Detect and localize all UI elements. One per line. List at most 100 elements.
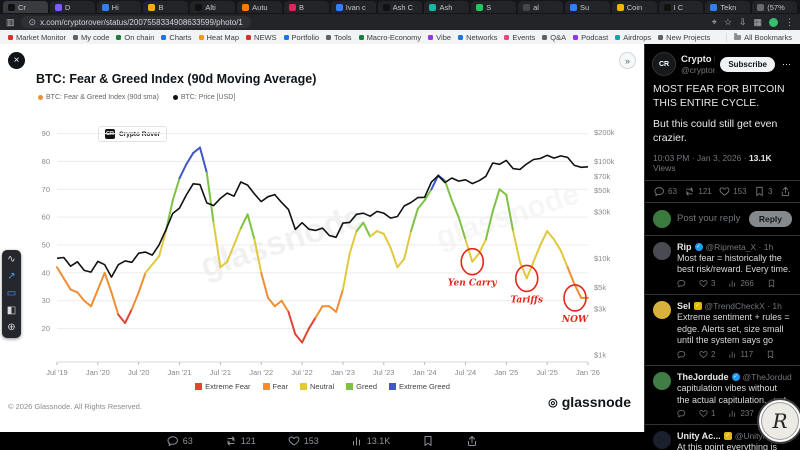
bookmark-item[interactable]: Podcast (573, 33, 608, 42)
zoom-tool-icon[interactable]: ⊕ (7, 322, 16, 333)
like-action[interactable]: 2 (699, 350, 715, 359)
reply-author-name[interactable]: TheJordude (677, 372, 729, 382)
next-photo-button[interactable]: » (619, 52, 636, 69)
side-panel-icon[interactable]: ▥ (6, 16, 15, 27)
profile-avatar[interactable] (769, 17, 778, 27)
like-icon[interactable] (288, 435, 300, 447)
like-action[interactable]: 3 (699, 279, 715, 288)
like-icon[interactable] (719, 186, 730, 197)
bookmark-item[interactable]: Market Monitor (8, 33, 66, 42)
like-icon[interactable] (699, 409, 708, 418)
bookmark-item[interactable]: New Projects (658, 33, 710, 42)
repost-action[interactable]: 121 (225, 435, 256, 447)
repost-icon[interactable] (225, 435, 237, 447)
browser-tab[interactable]: Alti (190, 1, 236, 13)
menu-icon[interactable]: ⋮ (785, 16, 794, 27)
bookmark-item[interactable]: My code (73, 33, 109, 42)
browser-tab[interactable]: Coin (611, 1, 657, 13)
browser-tab[interactable]: Cr (3, 1, 48, 13)
author-avatar[interactable]: CR (652, 52, 676, 76)
reply-action[interactable]: 63 (654, 186, 677, 197)
reply-icon[interactable] (677, 409, 686, 418)
reply-icon[interactable] (654, 186, 665, 197)
share-icon[interactable] (466, 435, 478, 447)
views-icon[interactable] (728, 279, 737, 288)
bookmark-item[interactable]: NEWS (246, 33, 277, 42)
views-action[interactable]: 13.1K (351, 435, 390, 447)
author-name[interactable]: Crypto Ro... (681, 53, 715, 65)
browser-tab[interactable]: D (49, 1, 95, 13)
reply-action[interactable] (677, 350, 686, 359)
close-photo-button[interactable]: × (8, 52, 25, 69)
reply-placeholder[interactable]: Post your reply (677, 213, 741, 225)
rect-tool-icon[interactable]: ▭ (6, 288, 17, 299)
bookmark-item[interactable]: Macro-Economy (358, 33, 421, 42)
bookmark-icon[interactable] (422, 435, 434, 447)
subscribe-button[interactable]: Subscribe (720, 56, 775, 72)
reply-icon[interactable] (677, 279, 686, 288)
reply-avatar[interactable] (653, 372, 671, 390)
reply-button[interactable]: Reply (748, 210, 792, 227)
views-action[interactable]: 117 (728, 350, 753, 359)
reply-avatar[interactable] (653, 300, 671, 319)
reply-item[interactable]: Rip ✓ @Ripmeta_X · 1h Most fear = historica… (645, 234, 800, 294)
screenshot-icon[interactable]: ⌖ (711, 16, 717, 27)
bookmark-item[interactable]: Tools (326, 33, 352, 42)
composer-avatar[interactable] (653, 209, 671, 228)
bookmark-action[interactable] (767, 279, 776, 288)
all-bookmarks[interactable]: All Bookmarks (726, 32, 792, 42)
views-action[interactable]: 266 (728, 279, 754, 288)
reply-author-name[interactable]: Unity Ac... (677, 431, 721, 442)
download-icon[interactable]: ⇩ (738, 16, 747, 27)
reply-item[interactable]: Sel ✓ @TrendCheckX · 1h Extreme sentiment +… (645, 293, 800, 365)
browser-tab[interactable]: I C (658, 1, 704, 13)
reply-avatar[interactable] (653, 431, 671, 450)
bookmark-item[interactable]: Airdrops (615, 33, 651, 42)
repost-action[interactable]: 121 (684, 186, 712, 197)
bookmark-item[interactable]: Charts (161, 33, 192, 42)
browser-tab[interactable]: Su (564, 1, 610, 13)
views-icon[interactable] (728, 350, 737, 359)
like-action[interactable]: 153 (719, 186, 747, 197)
bookmark-item[interactable]: Vibe (428, 33, 451, 42)
reply-action[interactable] (677, 279, 686, 288)
views-action[interactable]: 237 (728, 409, 754, 418)
reply-icon[interactable] (167, 435, 179, 447)
share-icon[interactable] (780, 186, 791, 197)
arrow-tool-icon[interactable]: ↗ (7, 271, 16, 282)
bookmark-action[interactable] (766, 350, 775, 359)
pen-tool-icon[interactable]: ∿ (7, 254, 16, 265)
bookmark-star-icon[interactable]: ☆ (723, 16, 732, 27)
bookmark-item[interactable]: Q&A (542, 33, 566, 42)
bookmark-action[interactable] (422, 435, 434, 447)
url-field[interactable]: ⊙ x.com/cryptorover/status/2007558334908… (20, 16, 251, 28)
bookmark-item[interactable]: Heat Map (198, 33, 239, 42)
browser-tab[interactable]: B (283, 1, 329, 13)
author-handle[interactable]: @cryptorover (681, 64, 715, 75)
reply-author-name[interactable]: Sel (677, 300, 691, 311)
bookmark-action[interactable]: 3 (754, 186, 772, 197)
browser-tab[interactable]: Ash (424, 1, 470, 13)
like-action[interactable]: 1 (699, 409, 715, 418)
bookmark-item[interactable]: Portfolio (283, 33, 319, 42)
share-action[interactable] (780, 186, 791, 197)
bookmark-icon[interactable] (766, 350, 775, 359)
bookmark-icon[interactable] (767, 279, 776, 288)
browser-tab[interactable]: Ash C (377, 1, 423, 13)
reply-icon[interactable] (677, 350, 686, 359)
bookmark-item[interactable]: Networks (458, 33, 497, 42)
share-action[interactable] (466, 435, 478, 447)
reply-avatar[interactable] (653, 241, 671, 260)
views-icon[interactable] (351, 435, 363, 447)
browser-tab[interactable]: (57% (752, 1, 798, 13)
reply-item[interactable]: TheJordude✓@TheJordude · 1hcapitulation … (645, 365, 800, 424)
bookmark-icon[interactable] (754, 186, 765, 197)
extensions-icon[interactable]: ▦ (753, 16, 762, 27)
browser-tab[interactable]: B (143, 1, 189, 13)
views-icon[interactable] (728, 409, 737, 418)
like-icon[interactable] (699, 350, 708, 359)
site-info-icon[interactable]: ⊙ (28, 16, 37, 27)
reply-action[interactable]: 63 (167, 435, 193, 447)
bookmark-item[interactable]: On chain (116, 33, 154, 42)
browser-tab[interactable]: Autu (237, 1, 282, 13)
